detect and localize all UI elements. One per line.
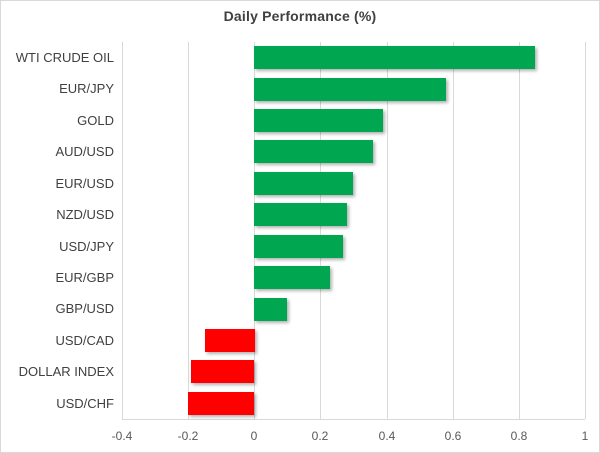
tick-label-0.2: 0.2 — [311, 429, 329, 443]
category-label-aud-usd: AUD/USD — [55, 144, 114, 159]
category-label-usd-jpy: USD/JPY — [59, 239, 114, 254]
bar-usd-chf — [188, 392, 254, 415]
chart-title: Daily Performance (%) — [223, 8, 377, 24]
category-label-dollar-index: DOLLAR INDEX — [18, 364, 114, 379]
tick-label-0.4: 0.4 — [378, 429, 396, 443]
category-label-nzd-usd: NZD/USD — [56, 207, 114, 222]
tick-label-0: 0 — [250, 429, 258, 443]
bar-wti-crude-oil — [254, 46, 535, 69]
bar-eur-jpy — [254, 78, 446, 101]
bar-usd-jpy — [254, 235, 343, 258]
category-label-usd-cad: USD/CAD — [55, 333, 114, 348]
bar-eur-gbp — [254, 266, 330, 289]
gridline-x-0.8 — [519, 42, 520, 419]
category-label-gold: GOLD — [77, 113, 114, 128]
gridline-x-1 — [585, 42, 586, 419]
bar-gbp-usd — [254, 298, 287, 321]
gridline-x-0.2 — [320, 42, 321, 419]
bar-eur-usd — [254, 172, 353, 195]
gridline-x-0.4 — [387, 42, 388, 419]
category-label-wti-crude-oil: WTI CRUDE OIL — [15, 50, 114, 65]
gridline-x--0.4 — [122, 42, 123, 419]
plot-area — [122, 42, 586, 420]
category-label-gbp-usd: GBP/USD — [55, 301, 114, 316]
gridline-x-0 — [254, 42, 255, 419]
category-label-eur-gbp: EUR/GBP — [55, 270, 114, 285]
category-label-eur-jpy: EUR/JPY — [59, 81, 114, 96]
gridline-x-0.6 — [453, 42, 454, 419]
tick-label-0.8: 0.8 — [510, 429, 528, 443]
tick-label--0.2: -0.2 — [177, 429, 199, 443]
tick-label--0.4: -0.4 — [111, 429, 133, 443]
tick-label-0.6: 0.6 — [444, 429, 462, 443]
category-label-eur-usd: EUR/USD — [55, 176, 114, 191]
bar-nzd-usd — [254, 203, 347, 226]
category-label-usd-chf: USD/CHF — [56, 396, 114, 411]
tick-label-1: 1 — [581, 429, 589, 443]
bar-usd-cad — [205, 329, 255, 352]
gridline-x--0.2 — [188, 42, 189, 419]
bar-aud-usd — [254, 140, 373, 163]
bar-gold — [254, 109, 383, 132]
bar-dollar-index — [191, 360, 254, 383]
